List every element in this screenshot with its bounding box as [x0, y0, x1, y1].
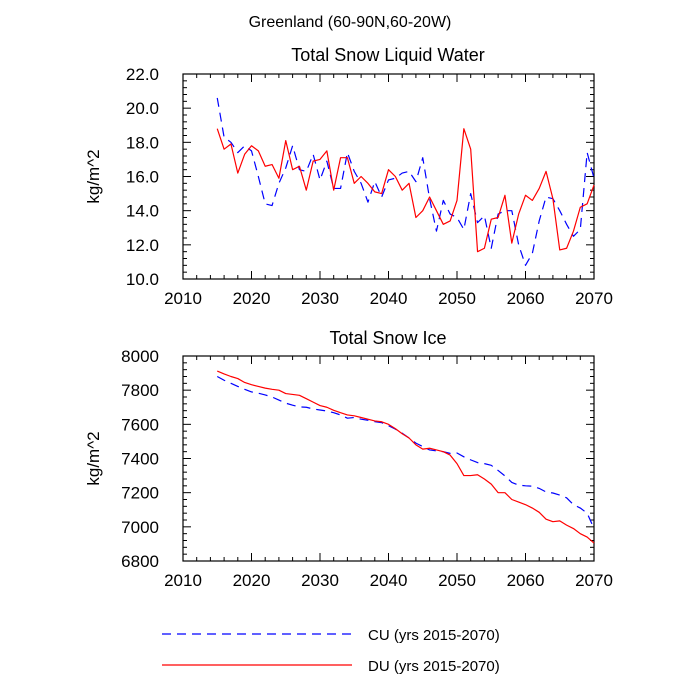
x-tick-label: 2070 — [575, 289, 613, 308]
y-tick-label: 7400 — [121, 450, 159, 469]
legend: CU (yrs 2015-2070) DU (yrs 2015-2070) — [162, 627, 500, 675]
x-tick-label: 2060 — [507, 571, 545, 590]
y-tick-label: 6800 — [121, 552, 159, 571]
y-tick-label: 22.0 — [126, 65, 159, 84]
panel-total-snow-ice: 2010 2020 2030 2040 2050 2060 2070 6800 7000 7200… — [84, 347, 613, 590]
y-tick-label: 7800 — [121, 381, 159, 400]
x-tick-label: 2070 — [575, 571, 613, 590]
y-tick-label: 18.0 — [126, 133, 159, 152]
series-line-cu — [216, 97, 595, 266]
y-axis-label: kg/m^2 — [84, 149, 103, 203]
legend-label-cu: CU (yrs 2015-2070) — [368, 627, 500, 644]
x-tick-label: 2010 — [164, 289, 202, 308]
panel-2-title: Total Snow Ice — [329, 328, 446, 348]
y-tick-label: 12.0 — [126, 236, 159, 255]
y-tick-label: 7600 — [121, 415, 159, 434]
x-tick-label: 2030 — [301, 289, 339, 308]
x-tick-label: 2020 — [233, 289, 271, 308]
series-line-cu — [216, 375, 595, 529]
x-tick-label: 2010 — [164, 571, 202, 590]
figure-title: Greenland (60-90N,60-20W) — [249, 14, 452, 31]
y-tick-label: 14.0 — [126, 202, 159, 221]
y-tick-label: 8000 — [121, 347, 159, 366]
y-tick-label: 16.0 — [126, 168, 159, 187]
x-tick-label: 2050 — [438, 289, 476, 308]
x-tick-label: 2040 — [370, 289, 408, 308]
plot-frame — [182, 355, 595, 562]
y-tick-label: 7200 — [121, 484, 159, 503]
y-tick-label: 20.0 — [126, 99, 159, 118]
x-tick-label: 2030 — [301, 571, 339, 590]
plot-frame — [182, 73, 595, 280]
y-axis-label: kg/m^2 — [84, 431, 103, 485]
legend-label-du: DU (yrs 2015-2070) — [368, 658, 500, 675]
series-line-du — [217, 370, 595, 544]
panel-1-title: Total Snow Liquid Water — [291, 45, 484, 65]
x-tick-label: 2020 — [233, 571, 271, 590]
y-tick-label: 7000 — [121, 518, 159, 537]
x-tick-label: 2050 — [438, 571, 476, 590]
panel-total-snow-liquid-water: 2010 2020 2030 2040 2050 2060 2070 10.0 12.0 14.0… — [84, 65, 613, 308]
x-tick-label: 2060 — [507, 289, 545, 308]
x-tick-label: 2040 — [370, 571, 408, 590]
y-tick-label: 10.0 — [126, 270, 159, 289]
series-line-du — [216, 128, 595, 253]
